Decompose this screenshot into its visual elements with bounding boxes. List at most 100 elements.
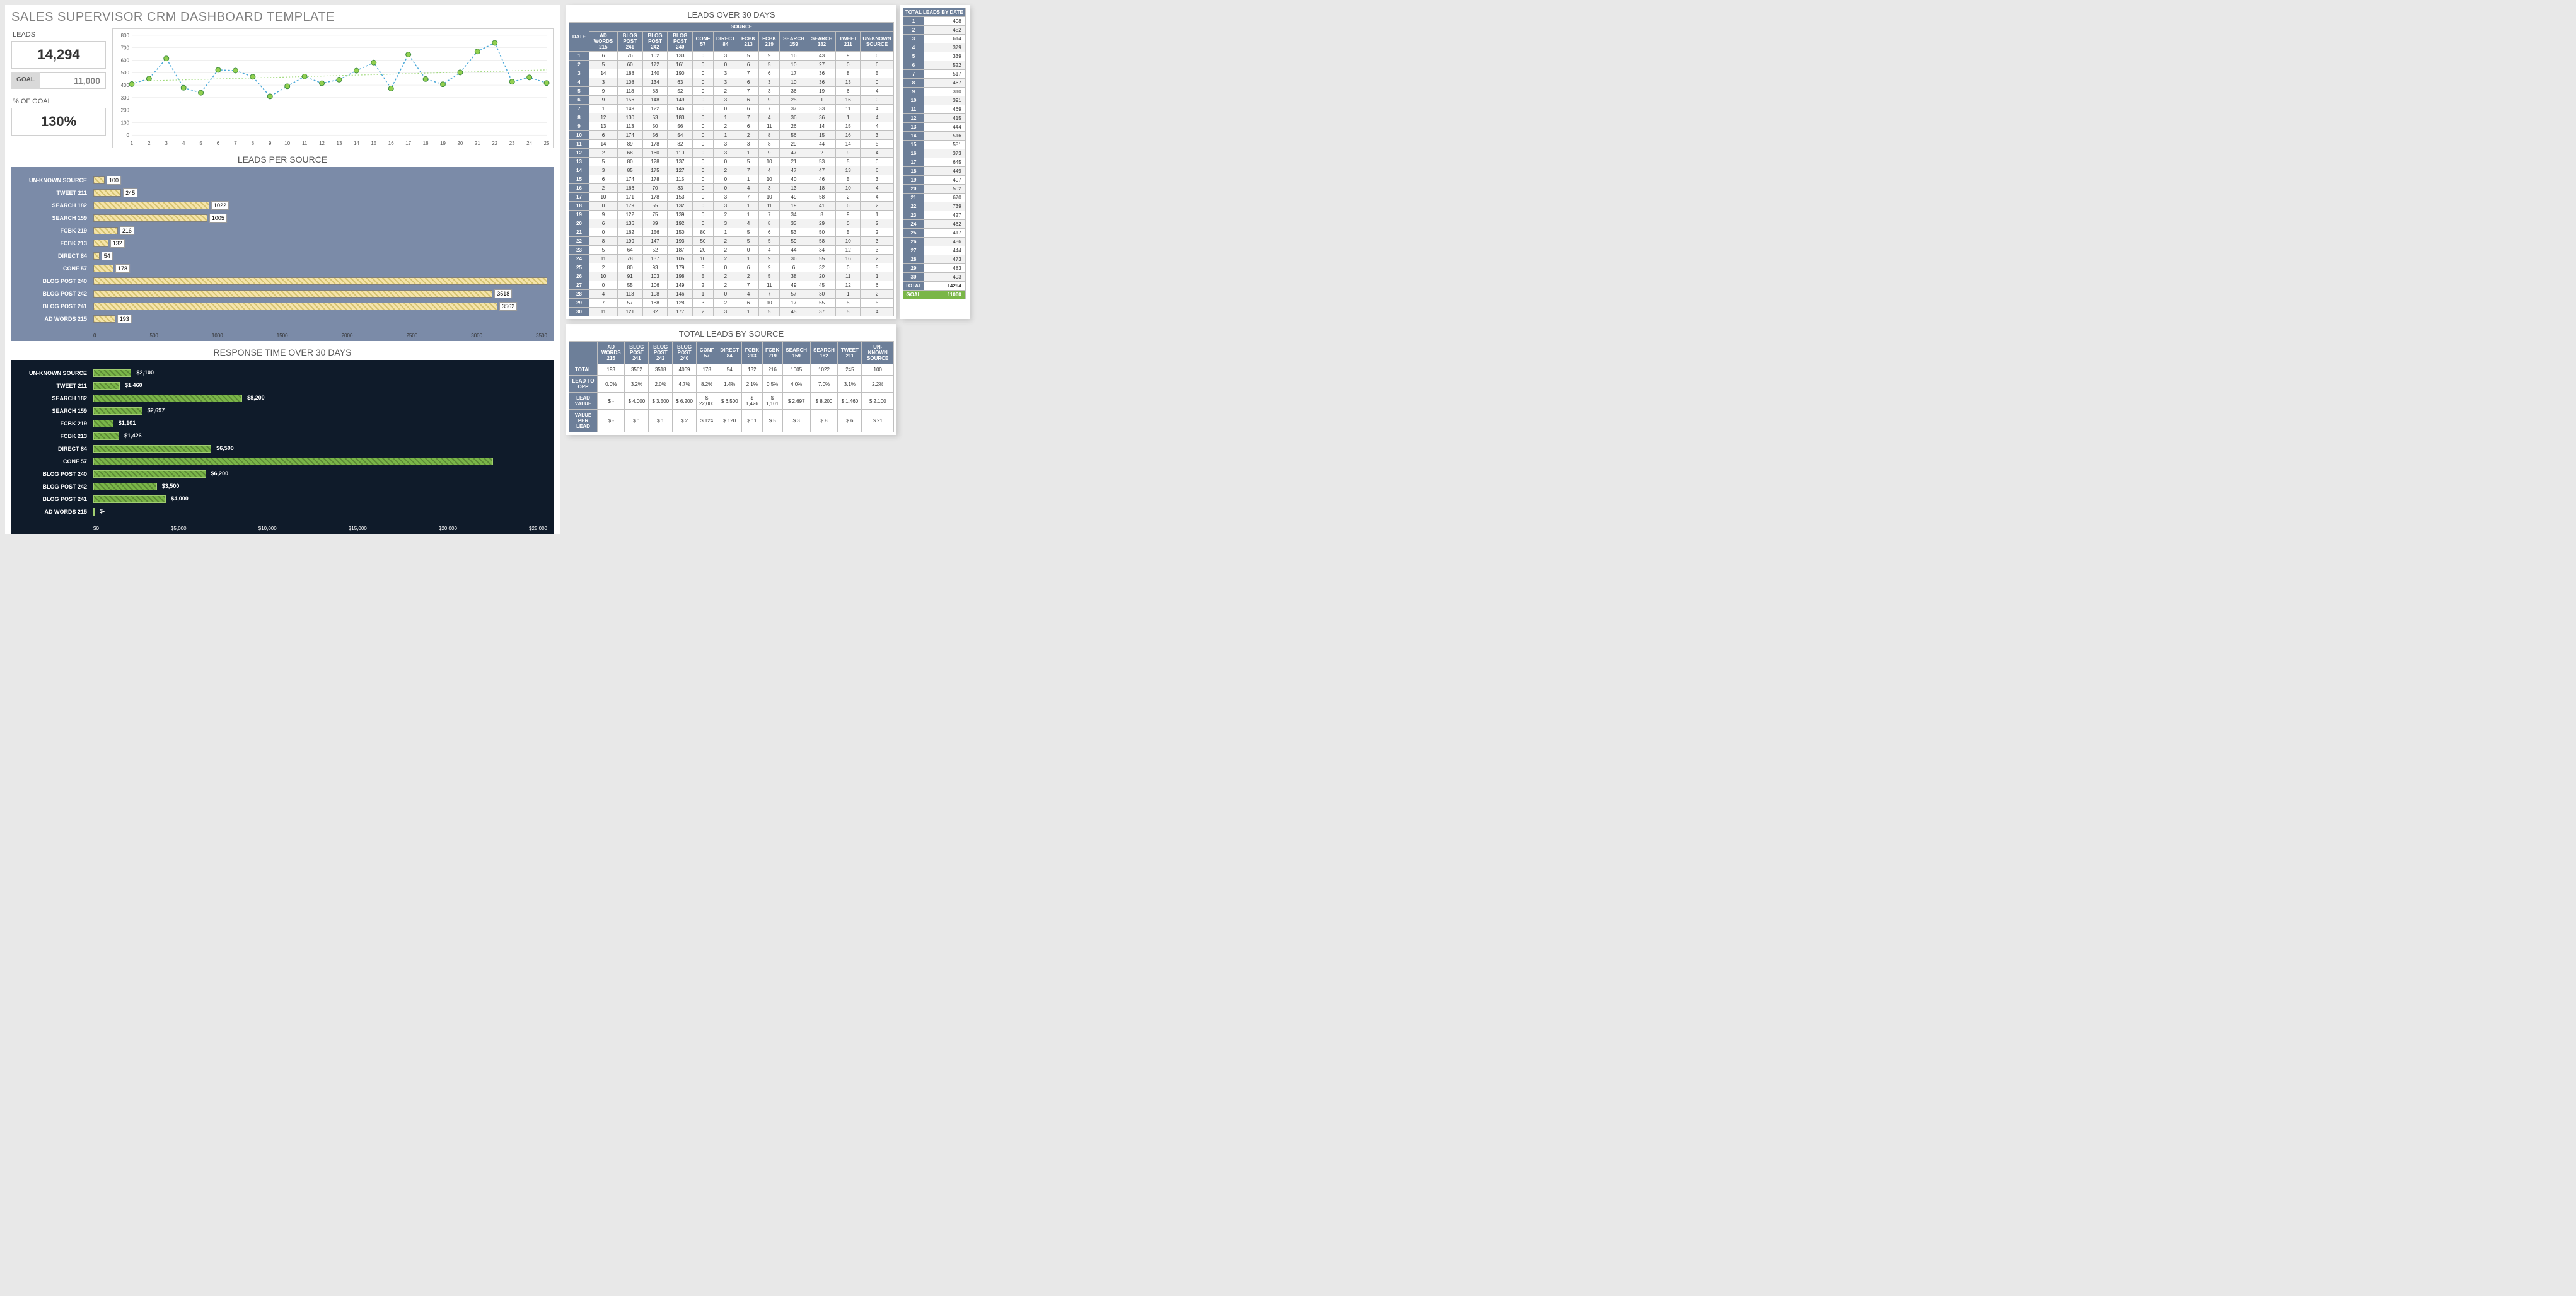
bar-value: 216: [120, 226, 134, 235]
svg-text:19: 19: [440, 141, 446, 146]
bar-label: SEARCH 159: [11, 215, 87, 221]
bar-value: $1,460: [123, 381, 144, 389]
right-column: LEADS OVER 30 DAYS DATESOURCEAD WORDS 21…: [566, 5, 970, 534]
goal-value: 11,000: [40, 72, 106, 89]
top-row: LEADS 14,294 GOAL 11,000 % OF GOAL 130% …: [5, 28, 560, 148]
bar: $8,200: [93, 395, 242, 402]
pct-label: % OF GOAL: [11, 95, 106, 108]
bar-value: 193: [117, 315, 132, 323]
bar-value: $2,697: [146, 407, 167, 414]
svg-text:3: 3: [165, 141, 168, 146]
bar-label: FCBK 213: [11, 433, 87, 439]
svg-text:21: 21: [475, 141, 480, 146]
svg-text:400: 400: [121, 83, 130, 88]
svg-text:0: 0: [126, 132, 129, 138]
svg-text:7: 7: [234, 141, 237, 146]
leads-value: 14,294: [11, 41, 106, 69]
svg-text:200: 200: [121, 108, 130, 113]
bar: $3,500: [93, 483, 157, 490]
bar-value: 1022: [211, 201, 229, 210]
svg-text:800: 800: [121, 33, 130, 38]
bar: $1,460: [93, 382, 120, 390]
goal-label: GOAL: [11, 72, 40, 89]
bar-label: FCBK 219: [11, 420, 87, 427]
bar-label: UN-KNOWN SOURCE: [11, 177, 87, 183]
bar-label: AD WORDS 215: [11, 316, 87, 322]
leads-30-table: DATESOURCEAD WORDS 215BLOG POST 241BLOG …: [569, 22, 894, 316]
bar-label: BLOG POST 242: [11, 291, 87, 297]
bar-value: $1,426: [122, 432, 144, 439]
bar: $4,000: [93, 495, 166, 503]
bar-value: 245: [123, 188, 137, 197]
bar: 54: [93, 252, 100, 260]
bar-value: 3518: [494, 289, 512, 298]
svg-text:6: 6: [217, 141, 220, 146]
bar: $6,200: [93, 470, 206, 478]
svg-text:2: 2: [148, 141, 151, 146]
bar-value: 3562: [499, 302, 517, 311]
bar-label: BLOG POST 241: [11, 496, 87, 502]
bar-row: BLOG POST 241$4,000: [93, 494, 547, 505]
svg-text:8: 8: [252, 141, 255, 146]
bar: 3518: [93, 290, 492, 298]
bar: $1,426: [93, 432, 119, 440]
bar: 132: [93, 240, 108, 247]
svg-text:11: 11: [302, 141, 308, 146]
svg-text:24: 24: [526, 141, 532, 146]
bar-label: TWEET 211: [11, 190, 87, 196]
bar: $2,100: [93, 369, 131, 377]
bar: 216: [93, 227, 118, 234]
dashboard-root: SALES SUPERVISOR CRM DASHBOARD TEMPLATE …: [0, 0, 2576, 539]
totals-by-date-panel: TOTAL LEADS BY DATE140824523614437953396…: [900, 5, 970, 319]
bar-value: 132: [110, 239, 125, 248]
svg-text:4: 4: [182, 141, 185, 146]
bar-row: FCBK 219$1,101: [93, 418, 547, 429]
bar-label: SEARCH 182: [11, 202, 87, 209]
bar: 193: [93, 315, 115, 323]
bar-row: BLOG POST 242$3,500: [93, 481, 547, 492]
svg-text:22: 22: [492, 141, 497, 146]
svg-text:23: 23: [509, 141, 515, 146]
bar-row: CONF 57: [93, 456, 547, 467]
bar-label: DIRECT 84: [11, 253, 87, 259]
bar-row: FCBK 213132: [93, 238, 547, 249]
svg-text:18: 18: [423, 141, 429, 146]
bar-value: $1,101: [117, 419, 138, 427]
bar-row: FCBK 219216: [93, 225, 547, 236]
totals-by-source-panel: TOTAL LEADS BY SOURCE AD WORDS 215BLOG P…: [566, 324, 896, 435]
bar-row: SEARCH 182$8,200: [93, 393, 547, 404]
bar-label: SEARCH 182: [11, 395, 87, 402]
leads-30-panel: LEADS OVER 30 DAYS DATESOURCEAD WORDS 21…: [566, 5, 896, 319]
bar: $-: [93, 508, 95, 516]
bar-value: 54: [102, 252, 113, 260]
svg-text:15: 15: [371, 141, 376, 146]
bar-row: UN-KNOWN SOURCE100: [93, 175, 547, 186]
bar: 1005: [93, 214, 207, 222]
left-column: SALES SUPERVISOR CRM DASHBOARD TEMPLATE …: [5, 5, 560, 534]
bar: 1022: [93, 202, 209, 209]
bar-row: BLOG POST 240: [93, 275, 547, 287]
svg-text:17: 17: [405, 141, 411, 146]
svg-text:300: 300: [121, 95, 130, 101]
bar-row: TWEET 211245: [93, 187, 547, 199]
bar-label: FCBK 219: [11, 228, 87, 234]
svg-text:600: 600: [121, 57, 130, 63]
bar: 178: [93, 265, 113, 272]
bar-row: AD WORDS 215$-: [93, 506, 547, 518]
bar: [93, 277, 547, 285]
bar-label: DIRECT 84: [11, 446, 87, 452]
svg-text:13: 13: [337, 141, 342, 146]
bar: $2,697: [93, 407, 142, 415]
svg-text:25: 25: [544, 141, 550, 146]
bar-row: BLOG POST 240$6,200: [93, 468, 547, 480]
leads-per-source-chart: UN-KNOWN SOURCE100TWEET 211245SEARCH 182…: [11, 167, 554, 341]
svg-text:12: 12: [319, 141, 325, 146]
bar-row: SEARCH 1821022: [93, 200, 547, 211]
bar-value: $2,100: [134, 369, 156, 376]
page-title: SALES SUPERVISOR CRM DASHBOARD TEMPLATE: [5, 5, 560, 28]
bar-row: DIRECT 8454: [93, 250, 547, 262]
bar-label: SEARCH 159: [11, 408, 87, 414]
bar-value: 178: [115, 264, 130, 273]
bar-label: FCBK 213: [11, 240, 87, 246]
bar-value: 1005: [209, 214, 227, 223]
